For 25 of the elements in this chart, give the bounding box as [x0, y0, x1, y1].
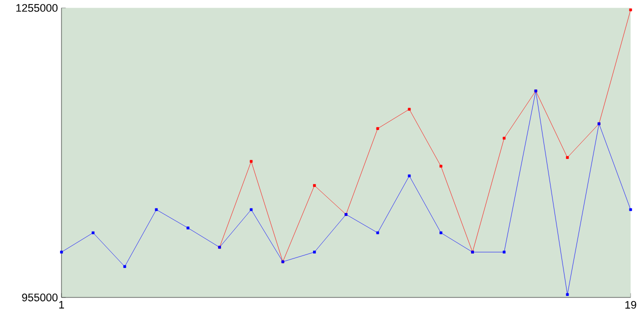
- point: [186, 226, 190, 230]
- point: [408, 174, 411, 178]
- point: [502, 250, 506, 254]
- x-tick-label: 1: [59, 300, 64, 308]
- point: [250, 208, 253, 211]
- y-tick-label: 1255000: [16, 4, 58, 12]
- point: [154, 208, 158, 211]
- point: [408, 108, 411, 111]
- point: [629, 208, 632, 211]
- point: [566, 156, 569, 159]
- point: [123, 265, 126, 268]
- point: [376, 231, 380, 234]
- point: [376, 127, 380, 130]
- point: [629, 8, 632, 12]
- point: [92, 231, 94, 234]
- point: [313, 250, 316, 254]
- point: [502, 136, 506, 140]
- point: [566, 293, 569, 296]
- y-tick-label: 955000: [22, 293, 58, 302]
- point: [60, 250, 63, 254]
- x-tick-label: 19: [625, 300, 636, 309]
- point: [440, 164, 442, 168]
- point: [250, 160, 253, 163]
- point: [440, 231, 442, 234]
- point: [313, 184, 316, 187]
